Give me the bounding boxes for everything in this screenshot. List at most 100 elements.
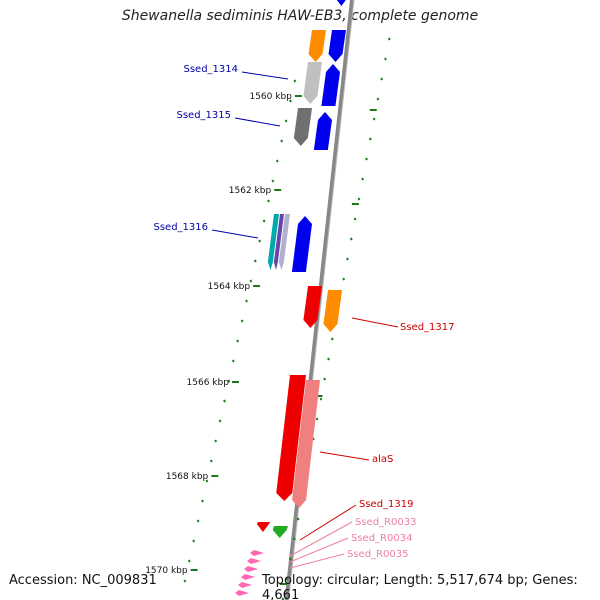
minor-tick: [323, 377, 327, 381]
trna-chevron: [244, 566, 258, 572]
minor-tick: [205, 479, 209, 483]
gene-label: Ssed_1319: [359, 499, 414, 510]
minor-tick: [249, 279, 253, 283]
minor-tick: [315, 417, 319, 421]
minor-tick: [284, 119, 288, 123]
accession-text: Accession: NC_009831: [9, 573, 157, 588]
gene-block-salmon: [292, 380, 320, 508]
minor-tick: [380, 77, 384, 81]
minor-tick: [214, 439, 218, 443]
minor-tick: [353, 217, 357, 221]
minor-tick: [372, 117, 376, 121]
minor-tick: [319, 397, 323, 401]
gene-label: Ssed_R0035: [347, 549, 408, 560]
gene-label: Ssed_R0034: [351, 533, 412, 544]
minor-tick: [349, 237, 353, 241]
gene-block-gray: [303, 62, 322, 104]
gene-block-orange: [308, 30, 326, 62]
gene-label: Ssed_1317: [400, 322, 455, 333]
gene-label: Ssed_1316: [153, 222, 208, 233]
minor-tick: [361, 177, 365, 181]
gene-leader-line: [234, 117, 281, 127]
gene-label: Ssed_1314: [183, 64, 238, 75]
gene-block-blue: [321, 64, 340, 106]
minor-tick: [183, 579, 187, 583]
minor-tick: [262, 219, 266, 223]
gene-block-blue: [328, 30, 346, 62]
gene-label: alaS: [372, 454, 393, 465]
minor-tick: [346, 257, 349, 261]
minor-tick: [376, 97, 380, 101]
tick-label: 1566 kbp: [187, 378, 230, 388]
gene-block-orange: [323, 290, 342, 332]
trna-chevron: [235, 590, 249, 596]
minor-tick: [240, 319, 244, 323]
gene-leader-line: [351, 317, 399, 328]
minor-tick: [227, 379, 231, 383]
minor-tick: [192, 539, 196, 543]
tick-label: 1564 kbp: [208, 282, 251, 292]
minor-tick: [267, 199, 270, 203]
gene-block-blue: [313, 112, 332, 150]
trna-chevron: [250, 550, 264, 556]
gene-block-gray: [293, 108, 312, 146]
gene-block-green: [272, 526, 288, 538]
gene-leader-line: [241, 71, 289, 80]
gene-block-red: [303, 286, 322, 328]
gene-block-blue: [291, 216, 312, 272]
gene-leader-line: [289, 537, 349, 563]
minor-tick: [285, 577, 289, 581]
trna-chevron: [241, 574, 255, 580]
trna-chevron: [247, 558, 261, 564]
trna-chevron: [238, 582, 252, 588]
gene-leader-line: [319, 451, 370, 461]
minor-tick: [275, 159, 279, 163]
gene-block-red: [276, 375, 306, 501]
gene-block-teal: [267, 214, 279, 270]
minor-tick: [384, 57, 387, 61]
minor-tick: [223, 399, 226, 403]
minor-tick: [292, 537, 296, 541]
gene-block-purple: [273, 214, 284, 270]
gene-leader-line: [289, 553, 345, 569]
gene-label: Ssed_1315: [176, 110, 231, 121]
gene-label: Ssed_R0033: [355, 517, 416, 528]
minor-tick: [271, 179, 275, 183]
gene-block-blue: [336, 0, 348, 6]
gene-leader-line: [211, 229, 259, 239]
gene-leader-line: [289, 521, 353, 557]
minor-tick: [196, 519, 200, 523]
minor-tick: [253, 259, 257, 263]
minor-tick: [368, 137, 372, 141]
minor-tick: [245, 299, 248, 303]
tick-label: 1562 kbp: [229, 186, 272, 196]
genome-backbone-highlight: [288, 0, 355, 600]
minor-tick: [330, 337, 334, 341]
tick-label: 1560 kbp: [249, 92, 292, 102]
gene-block-red: [256, 522, 270, 532]
minor-tick: [231, 359, 235, 363]
minor-tick: [327, 357, 330, 361]
minor-tick: [293, 79, 297, 83]
minor-tick: [289, 557, 292, 561]
minor-tick: [357, 197, 361, 201]
minor-tick: [387, 37, 391, 41]
gene-leader-line: [299, 504, 357, 541]
minor-tick: [258, 239, 262, 243]
tick-label: 1568 kbp: [166, 472, 209, 482]
minor-tick: [201, 499, 204, 503]
minor-tick: [209, 459, 213, 463]
minor-tick: [296, 517, 300, 521]
map-title: Shewanella sediminis HAW-EB3, complete g…: [121, 8, 479, 24]
minor-tick: [187, 559, 191, 563]
minor-tick: [365, 157, 368, 161]
minor-tick: [289, 99, 292, 103]
minor-tick: [280, 139, 284, 143]
gene-block-lavender: [278, 214, 290, 270]
topology-text: Topology: circular; Length: 5,517,674 bp…: [262, 573, 578, 600]
minor-tick: [342, 277, 346, 281]
minor-tick: [218, 419, 222, 423]
tick-label: 1570 kbp: [145, 566, 188, 576]
